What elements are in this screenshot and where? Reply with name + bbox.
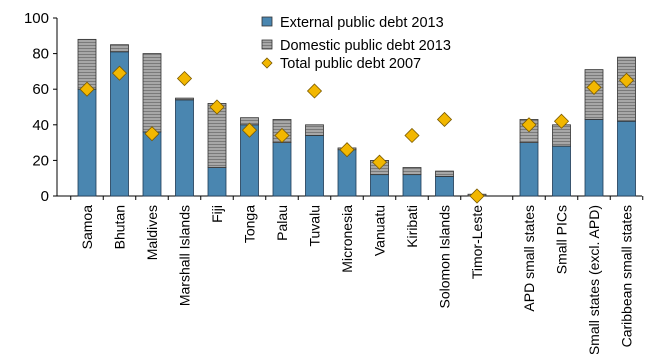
category-label: Palau <box>274 205 290 241</box>
marker-total-2007-6 <box>274 127 290 144</box>
y-tick-label: 60 <box>32 81 49 98</box>
bar-external-16 <box>617 120 636 197</box>
category-label: Maldives <box>144 205 160 260</box>
marker-total-2007-9 <box>371 154 388 170</box>
category-label: Caribbean small states <box>619 205 635 347</box>
bar-external-10 <box>402 174 422 197</box>
marker-total-2007-8 <box>339 142 355 158</box>
category-label: Micronesia <box>339 205 355 273</box>
bar-domestic-7 <box>305 124 324 136</box>
bar-external-9 <box>370 174 389 197</box>
marker-total-2007-12 <box>469 188 485 204</box>
bar-external-11 <box>435 176 454 197</box>
marker-total-2007-11 <box>436 111 453 128</box>
bar-external-3 <box>175 99 194 197</box>
marker-total-2007-14 <box>553 113 570 129</box>
bar-external-2 <box>142 131 162 197</box>
category-label: Vanuatu <box>372 205 388 256</box>
marker-total-2007-3 <box>176 70 193 87</box>
bar-domestic-10 <box>402 167 422 176</box>
category-label: Bhutan <box>112 205 128 249</box>
category-label: Kiribati <box>404 205 420 248</box>
bar-domestic-16 <box>617 56 636 122</box>
marker-total-2007-7 <box>306 83 323 99</box>
marker-total-2007-0 <box>79 81 95 97</box>
category-label: Small PICs <box>554 205 570 274</box>
marker-total-2007-16 <box>618 72 635 88</box>
category-label: Fiji <box>209 205 225 223</box>
marker-total-2007-15 <box>586 79 602 95</box>
legend-swatch <box>261 57 273 69</box>
marker-total-2007-10 <box>404 127 420 144</box>
y-tick-label: 20 <box>32 152 49 169</box>
marker-total-2007-5 <box>241 122 258 138</box>
bar-domestic-11 <box>435 170 454 177</box>
category-label: Small states (excl. APD) <box>586 205 602 354</box>
category-label: Tonga <box>242 205 258 243</box>
legend-label: Total public debt 2007 <box>280 56 421 72</box>
category-label: Solomon Islands <box>437 205 453 309</box>
legend-label: External public debt 2013 <box>280 15 444 31</box>
legend-label: Domestic public debt 2013 <box>280 38 451 54</box>
bar-domestic-2 <box>142 53 162 133</box>
bar-domestic-3 <box>175 97 194 101</box>
bar-external-14 <box>552 145 571 197</box>
marker-total-2007-2 <box>144 126 160 142</box>
plot-area: 0 20 40 60 80 100 Samoa Bhutan Maldives Marshall … <box>24 10 644 354</box>
marker-total-2007-4 <box>209 99 225 115</box>
category-label: Samoa <box>79 205 95 250</box>
legend: External public debt 2013 Domestic public… <box>261 15 451 72</box>
y-tick-label: 40 <box>32 117 49 134</box>
category-label: Tuvalu <box>307 205 323 247</box>
y-tick-label: 80 <box>32 46 49 63</box>
y-tick-label: 100 <box>24 10 49 27</box>
category-label: Timor-Leste <box>469 205 485 279</box>
legend-swatch <box>261 16 273 27</box>
bar-external-0 <box>77 88 97 197</box>
category-label: APD small states <box>521 205 537 312</box>
bar-external-13 <box>519 142 539 197</box>
y-tick-label: 0 <box>41 188 49 205</box>
bar-external-7 <box>305 135 324 197</box>
bar-domestic-1 <box>110 44 129 53</box>
category-label: Marshall Islands <box>177 205 193 306</box>
bar-external-15 <box>584 119 604 197</box>
bar-external-4 <box>207 167 227 197</box>
legend-swatch <box>261 39 273 50</box>
bar-external-6 <box>272 142 292 197</box>
marker-total-2007-13 <box>521 117 537 133</box>
marker-total-2007-1 <box>111 65 128 81</box>
